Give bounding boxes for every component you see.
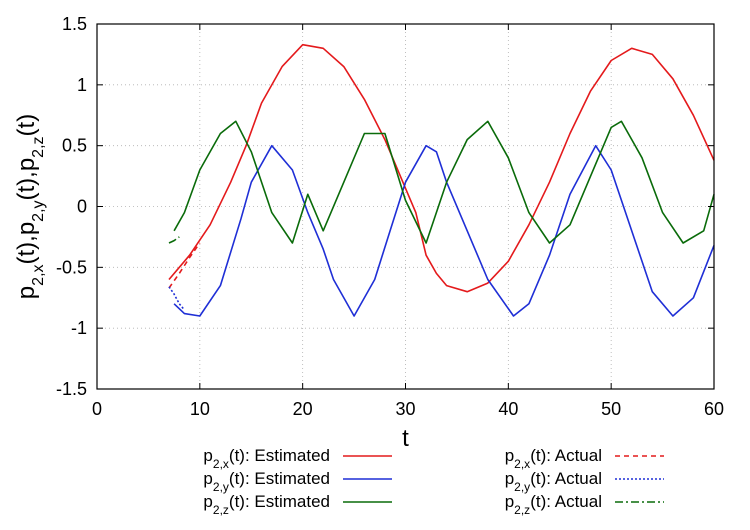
x-tick-label: 20 (293, 399, 313, 419)
x-tick-label: 10 (190, 399, 210, 419)
legend-label-2: p2,z(t): Estimated (203, 492, 330, 517)
series-line-0 (168, 43, 715, 293)
legend-label-5: p2,z(t): Actual (505, 492, 602, 517)
grid (96, 23, 715, 390)
x-tick-label: 60 (704, 399, 724, 419)
series-line-4 (168, 286, 186, 311)
series-group (168, 43, 715, 317)
y-axis-label: p2,x(t),p2,y(t),p2,z(t) (13, 114, 47, 299)
x-tick-label: 50 (601, 399, 621, 419)
x-axis-label: t (402, 425, 409, 452)
y-tick-label: 0.5 (62, 136, 87, 156)
y-axis-label-text: p2,x(t),p2,y(t),p2,z(t) (13, 114, 47, 299)
y-tick-label: -1 (71, 318, 87, 338)
y-tick-label: 1.5 (62, 14, 87, 34)
legend-label-1: p2,y(t): Estimated (203, 469, 330, 494)
y-tick-label: 1 (77, 75, 87, 95)
series-line-1 (173, 144, 715, 317)
legend-label-0: p2,x(t): Estimated (203, 446, 330, 471)
x-tick-label: 0 (92, 399, 102, 419)
series-line-3 (168, 242, 201, 289)
legend-label-3: p2,x(t): Actual (505, 446, 602, 471)
series-line-2 (173, 120, 715, 244)
legend-label-4: p2,y(t): Actual (505, 469, 602, 494)
y-tick-label: 0 (77, 197, 87, 217)
y-tick-label: -1.5 (56, 379, 87, 399)
series-line-5 (168, 236, 180, 244)
x-tick-label: 40 (498, 399, 518, 419)
x-tick-label: 30 (395, 399, 415, 419)
ticks: 0 10 20 30 40 50 60 -1.5 -1 -0.5 0 0.5 1 1.5 (56, 14, 724, 419)
y-tick-label: -0.5 (56, 257, 87, 277)
